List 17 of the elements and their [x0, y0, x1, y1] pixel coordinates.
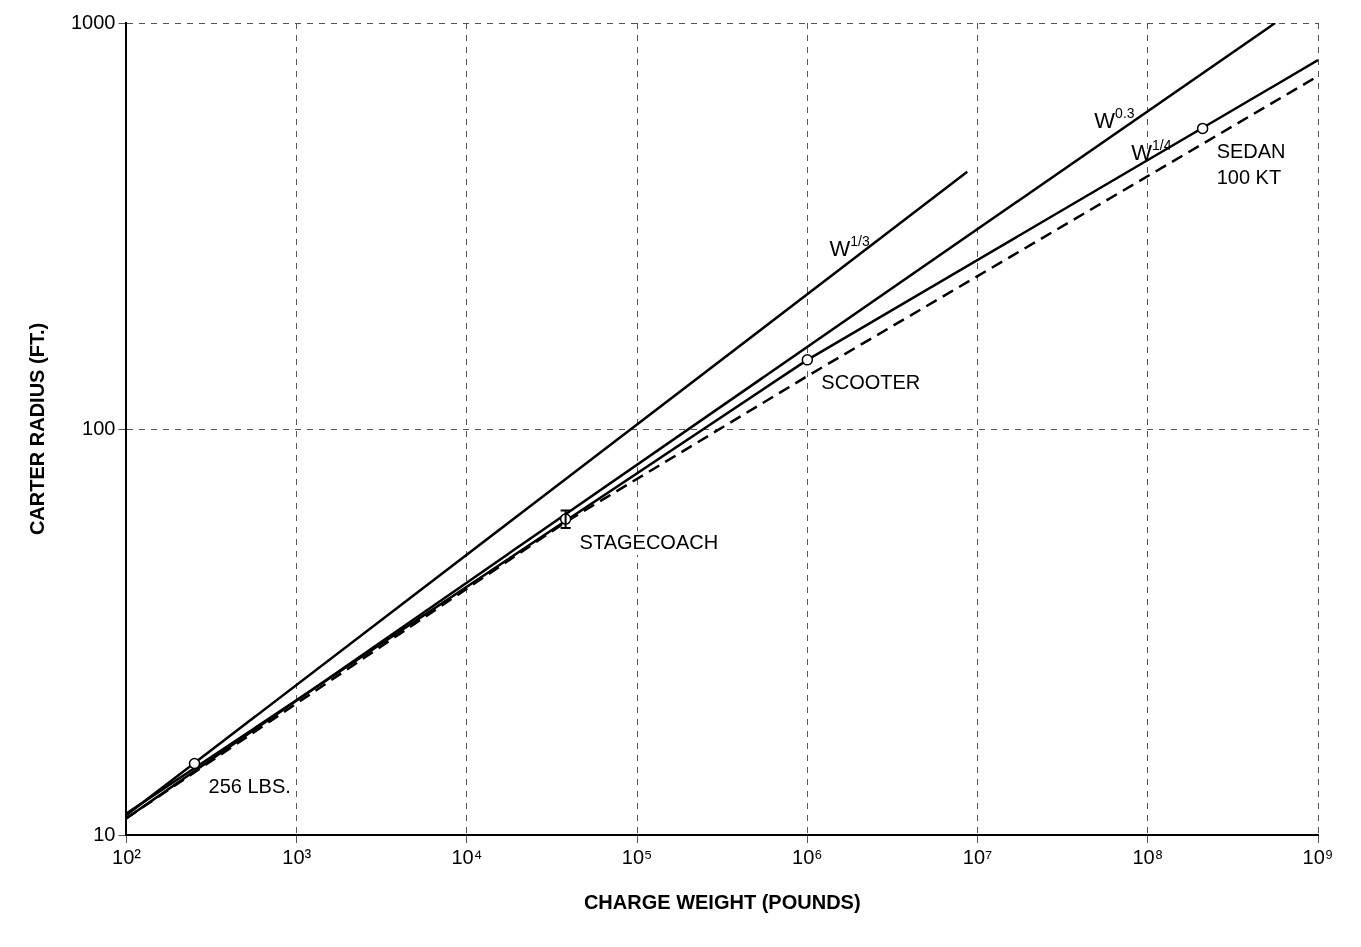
y-tick-label: 1000 [70, 10, 116, 33]
x-tick-label: 10⁹ [1302, 845, 1334, 868]
x-axis-title: CHARGE WEIGHT (POUNDS) [583, 890, 861, 913]
y-tick-label: 10 [93, 822, 116, 845]
annotation: 256 LBS. [208, 775, 291, 798]
x-tick-label: 10⁷ [962, 845, 993, 868]
x-tick-label: 10⁸ [1132, 845, 1164, 868]
x-tick-label: 10² [112, 845, 142, 868]
x-tick-label: 10⁶ [792, 845, 823, 868]
annotation: SCOOTER [821, 371, 921, 394]
annotation: STAGECOACH [579, 530, 719, 553]
x-tick-label: 10⁴ [451, 845, 483, 868]
x-tick-label: 10³ [282, 845, 312, 868]
y-tick-label: 100 [82, 416, 116, 439]
annotation: SEDAN 100 KT [1216, 139, 1286, 188]
y-axis-title: CARTER RADIUS (FT.) [25, 322, 48, 536]
x-tick-label: 10⁵ [621, 845, 653, 868]
